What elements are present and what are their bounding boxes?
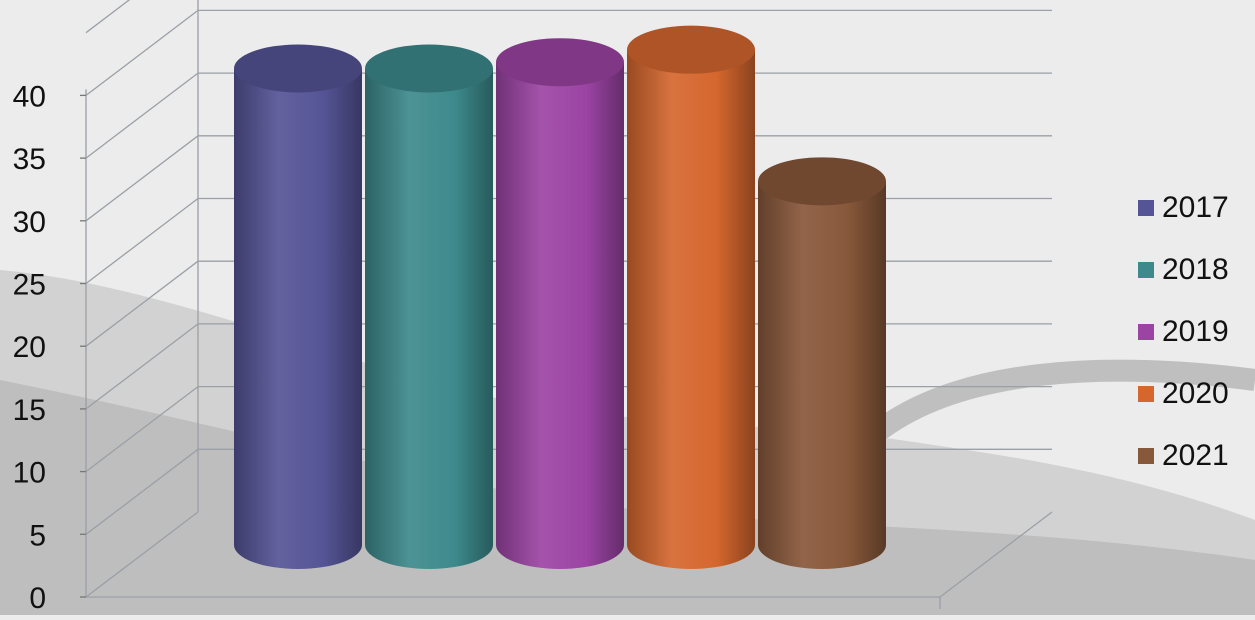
side-gridline <box>85 72 199 159</box>
side-gridline <box>85 260 199 347</box>
legend-item-2017: 2017 <box>1138 190 1229 226</box>
bar-2017 <box>234 44 362 569</box>
y-tick-label: 30 <box>13 206 46 239</box>
bar-body <box>627 49 755 570</box>
legend-item-2020: 2020 <box>1138 376 1229 412</box>
side-gridline <box>85 135 199 222</box>
y-tick-label: 5 <box>29 519 46 552</box>
legend-swatch <box>1138 448 1154 464</box>
y-tick-label: 40 <box>13 80 46 113</box>
bar-body <box>234 68 362 569</box>
legend-label: 2017 <box>1162 191 1229 224</box>
bar-top <box>758 157 886 206</box>
side-gridline <box>85 197 199 285</box>
side-gridline <box>85 323 199 410</box>
side-gridline <box>85 0 131 34</box>
side-gridline <box>85 386 199 473</box>
y-tick-label: 35 <box>13 143 46 176</box>
bar-body <box>365 68 493 569</box>
legend-swatch <box>1138 200 1154 216</box>
bars <box>234 25 886 570</box>
side-gridline <box>85 448 199 535</box>
legend-item-2018: 2018 <box>1138 252 1229 288</box>
legend-label: 2020 <box>1162 377 1229 410</box>
bar-2020 <box>627 25 755 570</box>
legend-label: 2018 <box>1162 253 1229 286</box>
bar-2021 <box>758 157 886 569</box>
legend-label: 2021 <box>1162 439 1229 472</box>
y-tick-label: 15 <box>13 394 46 427</box>
bar-body <box>758 181 886 569</box>
bar-top <box>496 38 624 87</box>
legend-swatch <box>1138 262 1154 278</box>
side-gridline <box>85 9 199 96</box>
y-tick-label: 20 <box>13 331 46 364</box>
legend-swatch <box>1138 324 1154 340</box>
floor-edge <box>939 511 1053 598</box>
bar-2018 <box>365 44 493 569</box>
legend-swatch <box>1138 386 1154 402</box>
background-arch <box>873 359 1255 439</box>
legend-label: 2019 <box>1162 315 1229 348</box>
bar-top <box>627 25 755 74</box>
y-tick-label: 25 <box>13 269 46 302</box>
legend-item-2019: 2019 <box>1138 314 1229 350</box>
y-tick-label: 10 <box>13 457 46 490</box>
bar-top <box>234 44 362 93</box>
legend-item-2021: 2021 <box>1138 438 1229 474</box>
bar-2019 <box>496 38 624 570</box>
bar-top <box>365 44 493 93</box>
bar-body <box>496 62 624 570</box>
y-axis: 0 5 10 15 20 25 30 35 40 <box>13 80 86 615</box>
legend: 2017 2018 2019 2020 2021 <box>1138 190 1229 474</box>
side-gridline <box>85 511 199 598</box>
y-tick-label: 0 <box>29 582 46 615</box>
